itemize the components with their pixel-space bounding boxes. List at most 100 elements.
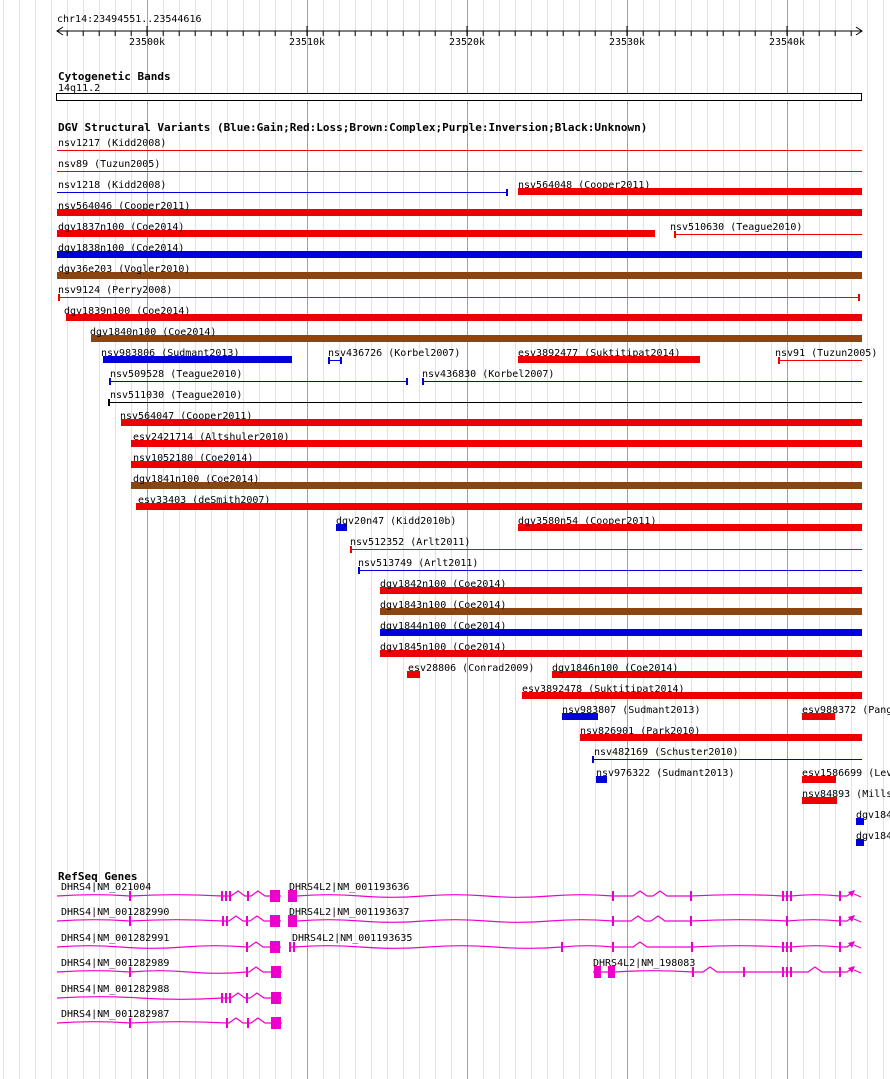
variant-line-glyph[interactable] [58,297,860,298]
variant-label[interactable]: nsv976322 (Sudmant2013) [596,768,735,779]
variant-box-glyph[interactable] [336,524,347,531]
variant-label[interactable]: nsv1217 (Kidd2008) [58,138,167,149]
variant-bar-glyph[interactable] [66,314,862,321]
variant-line-glyph[interactable] [674,234,862,235]
variant-bar-glyph[interactable] [121,419,862,426]
cytoband-name-label[interactable]: 14q11.2 [58,83,101,94]
variant-bar-glyph[interactable] [518,356,700,363]
variant-box-glyph[interactable] [596,776,607,783]
variant-bar-glyph[interactable] [518,188,862,195]
variant-bar-glyph[interactable] [380,650,862,657]
variant-label[interactable]: dgv1844n100 (Coe2014) [380,621,507,632]
variant-label[interactable]: nsv84893 (Mills [802,789,890,800]
variant-label[interactable]: dgv184 [856,831,890,842]
variant-bar-glyph[interactable] [552,671,862,678]
gene-label[interactable]: DHRS4|NM_001282987 [61,1009,170,1020]
variant-line-glyph[interactable] [592,759,862,760]
gene-label[interactable]: DHRS4|NM_021004 [61,882,152,893]
variant-bar-glyph[interactable] [380,587,862,594]
variant-label[interactable]: dgv1839n100 (Coe2014) [64,306,191,317]
variant-label[interactable]: nsv91 (Tuzun2005) [775,348,878,359]
variant-label[interactable]: nsv482169 (Schuster2010) [594,747,739,758]
variant-label[interactable]: dgv1845n100 (Coe2014) [380,642,507,653]
variant-bar-glyph[interactable] [131,440,862,447]
variant-bar-glyph[interactable] [57,230,655,237]
variant-label[interactable]: nsv512352 (Arlt2011) [350,537,471,548]
variant-bar-glyph[interactable] [580,734,862,741]
variant-label[interactable]: dgv1842n100 (Coe2014) [380,579,507,590]
variant-bar-glyph[interactable] [518,524,862,531]
variant-bar-glyph[interactable] [57,209,862,216]
variant-bar-glyph[interactable] [91,335,862,342]
variant-bar-glyph[interactable] [136,503,862,510]
variant-label[interactable]: nsv436830 (Korbel2007) [422,369,555,380]
variant-label[interactable]: dgv1846n100 (Coe2014) [552,663,679,674]
variant-line-glyph[interactable] [109,381,408,382]
gene-label[interactable]: DHRS4|NM_001282990 [61,907,170,918]
variant-line-glyph[interactable] [422,381,862,382]
variant-label[interactable]: esv2421714 (Altshuler2010) [133,432,290,443]
variant-label[interactable]: nsv436726 (Korbel2007) [328,348,461,359]
variant-label[interactable]: esv3892477 (Suktitipat2014) [518,348,681,359]
variant-label[interactable]: nsv983806 (Sudmant2013) [101,348,240,359]
cytoband-glyph[interactable] [56,93,862,101]
variant-bar-glyph[interactable] [522,692,862,699]
variant-box-glyph[interactable] [856,839,864,846]
gene-label[interactable]: DHRS4L2|NM_001193635 [292,933,413,944]
variant-line-glyph[interactable] [358,570,862,571]
variant-label[interactable]: dgv1837n100 (Coe2014) [58,222,185,233]
variant-label[interactable]: dgv36e203 (Vogler2010) [58,264,191,275]
variant-label[interactable]: esv1586699 (Lev [802,768,890,779]
variant-label[interactable]: nsv9124 (Perry2008) [58,285,173,296]
variant-label[interactable]: nsv564047 (Cooper2011) [120,411,253,422]
variant-label[interactable]: dgv20n47 (Kidd2010b) [336,516,457,527]
variant-label[interactable]: dgv1840n100 (Coe2014) [90,327,217,338]
variant-label[interactable]: dgv1838n100 (Coe2014) [58,243,185,254]
variant-bar-glyph[interactable] [802,776,836,783]
variant-bar-glyph[interactable] [57,272,862,279]
gene-label[interactable]: DHRS4L2|NM_001193637 [289,907,410,918]
variant-label[interactable]: esv988372 (Pang [802,705,890,716]
variant-line-glyph[interactable] [57,192,508,193]
variant-bar-glyph[interactable] [57,251,862,258]
variant-bar-glyph[interactable] [103,356,292,363]
variant-box-glyph[interactable] [407,671,420,678]
variant-label[interactable]: esv33403 (deSmith2007) [138,495,271,506]
variant-label[interactable]: nsv1218 (Kidd2008) [58,180,167,191]
variant-bar-glyph[interactable] [380,629,862,636]
gene-label[interactable]: DHRS4|NM_001282989 [61,958,170,969]
variant-label[interactable]: esv28806 (Conrad2009) [408,663,535,674]
variant-label[interactable]: dgv3580n54 (Cooper2011) [518,516,657,527]
variant-label[interactable]: dgv1843n100 (Coe2014) [380,600,507,611]
variant-line-glyph[interactable] [328,360,342,361]
variant-bar-glyph[interactable] [802,797,837,804]
variant-label[interactable]: nsv511030 (Teague2010) [110,390,243,401]
variant-bar-glyph[interactable] [802,713,835,720]
variant-label[interactable]: dgv184 [856,810,890,821]
variant-label[interactable]: nsv826901 (Park2010) [580,726,701,737]
gene-label[interactable]: DHRS4|NM_001282988 [61,984,170,995]
variant-label[interactable]: nsv983807 (Sudmant2013) [562,705,701,716]
gene-label[interactable]: DHRS4|NM_001282991 [61,933,170,944]
variant-label[interactable]: nsv1052180 (Coe2014) [133,453,254,464]
gene-label[interactable]: DHRS4L2|NM_198083 [593,958,696,969]
variant-label[interactable]: dgv1841n100 (Coe2014) [133,474,260,485]
variant-bar-glyph[interactable] [380,608,862,615]
variant-label[interactable]: nsv564048 (Cooper2011) [518,180,651,191]
gene-label[interactable]: DHRS4L2|NM_001193636 [289,882,410,893]
variant-bar-glyph[interactable] [131,482,862,489]
variant-label[interactable]: nsv89 (Tuzun2005) [58,159,161,170]
variant-bar-glyph[interactable] [131,461,862,468]
variant-line-glyph[interactable] [57,171,862,172]
variant-line-glyph[interactable] [350,549,862,550]
variant-line-glyph[interactable] [778,360,862,361]
variant-line-glyph[interactable] [57,150,862,151]
variant-label[interactable]: esv3892478 (Suktitipat2014) [522,684,685,695]
variant-line-glyph[interactable] [108,402,862,403]
variant-label[interactable]: nsv510630 (Teague2010) [670,222,803,233]
variant-label[interactable]: nsv513749 (Arlt2011) [358,558,479,569]
variant-label[interactable]: nsv509528 (Teague2010) [110,369,243,380]
variant-label[interactable]: nsv564046 (Cooper2011) [58,201,191,212]
variant-box-glyph[interactable] [856,818,864,825]
variant-bar-glyph[interactable] [562,713,598,720]
